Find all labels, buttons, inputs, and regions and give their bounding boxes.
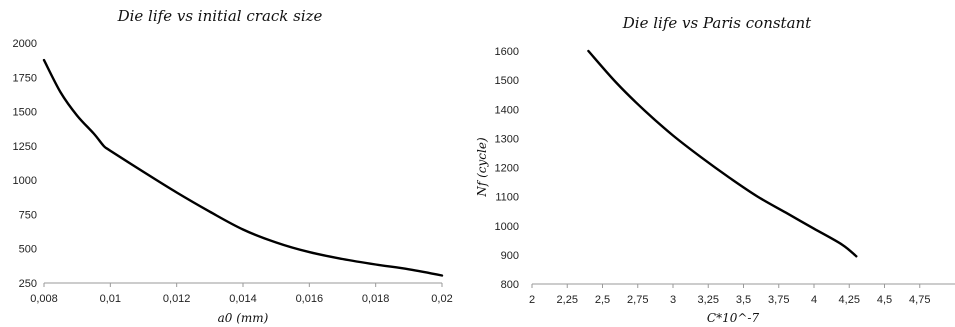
chart-left-y-tick-label: 750 [19,209,37,221]
chart-left-x-tick-label: 0,018 [362,293,390,305]
chart-right-y-tick-label: 800 [501,279,519,291]
chart-left-y-ticks: 250 500 750 1000 1250 1500 1750 2000 [13,38,37,290]
chart-left-x-tick-label: 0,016 [296,293,324,305]
chart-right-y-label: Nf (cycle) [475,137,489,198]
chart-right-x-tick-label: 2,75 [627,294,648,306]
chart-right-y-tick-label: 1200 [495,163,519,175]
chart-left-title: Die life vs initial crack size [117,7,323,25]
chart-left-y-tick-label: 2000 [13,38,37,50]
chart-right-x-tick-label: 3 [670,294,676,306]
chart-right: Die life vs Paris constant 2 2,25 2,5 2,75 3… [475,14,955,325]
chart-left-x-tick-label: 0,012 [163,293,191,305]
chart-left-y-tick-label: 500 [19,244,37,256]
chart-left-y-tick-label: 1000 [13,175,37,187]
chart-right-x-tick-label: 2,25 [557,294,578,306]
chart-right-x-tick-label: 4,5 [877,294,892,306]
chart-left-y-tick-label: 1750 [13,72,37,84]
chart-right-y-ticks: 800 900 1000 1100 1200 1300 1400 1500 1600 [495,46,519,291]
chart-left: Die life vs initial crack size 0,008 0,01… [13,7,453,325]
chart-right-y-tick-label: 900 [501,250,519,262]
chart-right-title: Die life vs Paris constant [622,14,812,32]
chart-right-x-tick-label: 2 [529,294,535,306]
chart-right-x-tick-label: 3,25 [698,294,719,306]
chart-right-x-label: C*10^-7 [707,311,760,325]
chart-right-y-tick-label: 1500 [495,75,519,87]
chart-left-x-label: a0 (mm) [218,311,269,325]
chart-right-x-tick-label: 2,5 [595,294,610,306]
chart-right-x-tick-label: 3,5 [736,294,751,306]
chart-right-y-tick-label: 1000 [495,221,519,233]
chart-left-series-line [42,58,444,277]
chart-right-series-line [587,49,858,258]
chart-right-x-tick-label: 4 [811,294,817,306]
chart-left-y-tick-label: 250 [19,278,37,290]
chart-right-y-tick-label: 1100 [495,192,519,204]
chart-left-y-tick-label: 1500 [13,107,37,119]
chart-left-x-tick-label: 0,014 [229,293,257,305]
chart-right-x-tick-label: 4,25 [839,294,860,306]
chart-right-x-tick-label: 4,75 [909,294,930,306]
chart-left-y-tick-label: 1250 [13,141,37,153]
chart-left-x-tick-label: 0,008 [30,293,58,305]
chart-right-x-ticks: 2 2,25 2,5 2,75 3 3,25 3,5 3,75 4 4,25 4,5 4,75 [529,284,930,306]
chart-right-y-tick-label: 1400 [495,104,519,116]
chart-right-x-tick-label: 3,75 [768,294,789,306]
chart-left-x-ticks: 0,008 0,01 0,012 0,014 0,016 0,018 0,02 [30,283,453,305]
chart-right-y-tick-label: 1600 [495,46,519,58]
chart-left-x-tick-label: 0,02 [431,293,452,305]
chart-right-y-tick-label: 1300 [495,133,519,145]
chart-left-x-tick-label: 0,01 [100,293,121,305]
